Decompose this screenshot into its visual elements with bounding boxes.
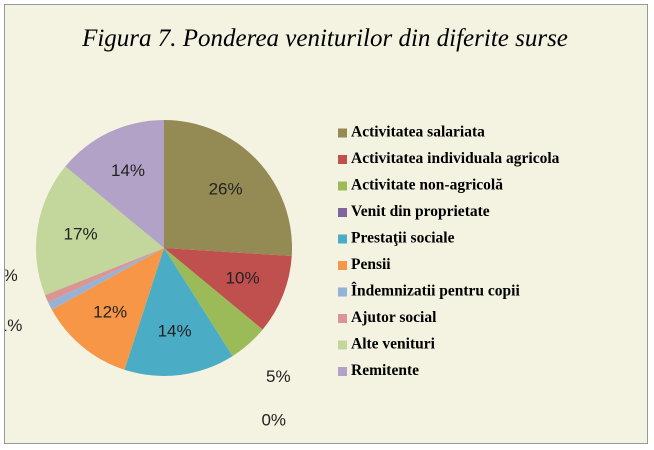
legend-swatch — [338, 208, 347, 217]
legend-swatch — [338, 261, 347, 270]
legend-label: Activitatea individuala agricola — [351, 150, 560, 167]
legend-label: Venit din proprietate — [351, 203, 490, 220]
pie-slice — [36, 166, 164, 296]
legend-swatch — [338, 287, 347, 297]
data-label: 1% — [5, 316, 22, 335]
data-label: 14% — [111, 161, 145, 180]
pie-slice — [164, 248, 263, 357]
pie-slice — [51, 248, 164, 370]
pie-slice — [164, 120, 292, 257]
data-label: 0% — [261, 410, 286, 429]
legend-label: Pensii — [351, 256, 391, 273]
legend-swatch — [338, 234, 347, 244]
chart: 26% 10% 5% 0% 14% 12% 1% 1% 17% 14% Activitatea sa… — [5, 120, 560, 429]
chart-title: Figura 7. Ponderea veniturilor din difer… — [82, 25, 568, 52]
pie-slice — [164, 248, 292, 330]
chart-area: 26% 10% 5% 0% 14% 12% 1% 1% 17% 14% Activitatea sa… — [4, 4, 648, 444]
data-label: 10% — [226, 269, 260, 288]
legend-label: Activitatea salariata — [351, 124, 485, 141]
legend-swatch — [338, 340, 347, 350]
legend-swatch — [338, 155, 347, 164]
legend-label: Remitente — [351, 362, 419, 379]
legend-label: Alte venituri — [351, 336, 436, 353]
legend-swatch — [338, 181, 347, 191]
pie-slice — [44, 248, 164, 303]
legend-label: Prestaţii sociale — [351, 230, 455, 247]
legend-label: Îndemnizatii pentru copii — [351, 283, 520, 300]
pie-slice — [65, 120, 164, 248]
data-label: 5% — [266, 367, 291, 386]
data-label: 1% — [5, 266, 18, 285]
legend-label: Ajutor social — [351, 309, 437, 326]
legend-label: Activitate non-agricolă — [351, 177, 503, 194]
data-label: 12% — [93, 303, 127, 322]
pie-slice — [48, 248, 164, 310]
legend-swatch — [338, 367, 347, 376]
pie-slice — [124, 248, 233, 376]
data-label: 26% — [209, 180, 243, 199]
legend-swatch — [338, 128, 347, 138]
data-label: 14% — [158, 321, 192, 340]
legend-swatch — [338, 314, 347, 323]
data-label: 17% — [64, 224, 98, 243]
